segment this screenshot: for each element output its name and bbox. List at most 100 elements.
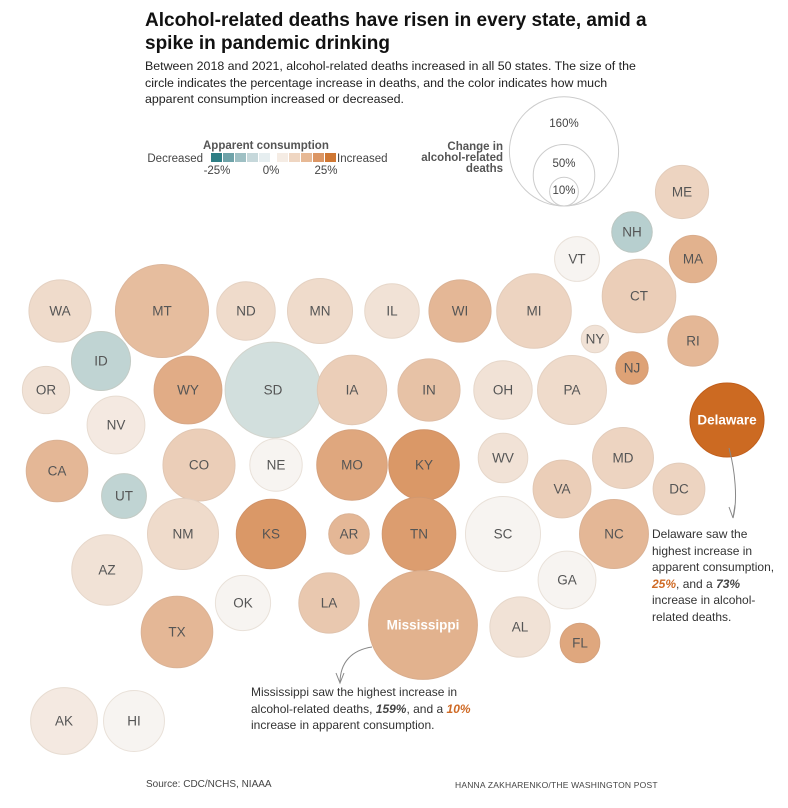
state-circle [654, 164, 710, 220]
color-legend-swatch [325, 153, 336, 162]
color-legend-swatch [259, 153, 270, 162]
state-circle [214, 574, 272, 632]
state-bubble-nh[interactable]: NH [611, 211, 653, 253]
state-label: CT [630, 289, 648, 304]
state-bubble-fl[interactable]: FL [559, 622, 601, 664]
state-bubble-nm[interactable]: NM [146, 497, 220, 571]
state-circle [249, 438, 303, 492]
state-bubble-oh[interactable]: OH [473, 360, 533, 420]
state-bubble-vt[interactable]: VT [554, 236, 600, 282]
state-bubble-ri[interactable]: RI [667, 315, 719, 367]
size-legend-title-2: alcohol-related [421, 152, 503, 164]
state-circle [316, 354, 388, 426]
state-bubble-ut[interactable]: UT [101, 473, 147, 519]
state-bubble-ga[interactable]: GA [537, 550, 597, 610]
state-bubble-ca[interactable]: CA [25, 439, 89, 503]
state-label: IL [386, 304, 398, 319]
state-label: NE [267, 458, 286, 473]
delaware-annotation-consumption: 25% [652, 576, 677, 591]
state-circle [103, 690, 165, 752]
color-legend-increased: Increased [337, 153, 388, 165]
state-circle [21, 365, 71, 415]
state-bubble-ok[interactable]: OK [214, 574, 272, 632]
state-bubble-mo[interactable]: MO [316, 429, 388, 501]
state-bubble-nj[interactable]: NJ [615, 351, 649, 385]
state-circle [668, 234, 718, 284]
state-bubble-nd[interactable]: ND [216, 281, 276, 341]
delaware-annotation-deaths: 73% [716, 576, 741, 591]
state-label: NM [173, 527, 194, 542]
state-bubble-id[interactable]: ID [70, 330, 132, 392]
state-bubble-wa[interactable]: WA [28, 279, 92, 343]
state-circle [146, 497, 220, 571]
color-legend-decreased: Decreased [147, 153, 203, 165]
size-legend-title-3: deaths [466, 163, 503, 175]
state-bubble-sd[interactable]: SD [224, 341, 322, 439]
state-circle [235, 498, 307, 570]
state-circle [286, 277, 354, 345]
delaware-annotation-post: increase in alcohol-related deaths. [652, 593, 756, 624]
state-bubble-dc[interactable]: DC [652, 462, 706, 516]
state-bubble-tx[interactable]: TX [140, 595, 214, 669]
state-bubble-de[interactable]: Delaware [689, 382, 765, 458]
state-bubble-wi[interactable]: WI [428, 279, 492, 343]
state-bubble-va[interactable]: VA [532, 459, 592, 519]
state-label: ND [236, 304, 256, 319]
state-label: ID [94, 354, 108, 369]
state-bubble-nc[interactable]: NC [579, 499, 649, 569]
size-legend-circle [549, 176, 579, 207]
chart-title: Alcohol-related deaths have risen in eve… [145, 10, 647, 54]
state-bubble-ne[interactable]: NE [249, 438, 303, 492]
state-bubble-wv[interactable]: WV [477, 432, 529, 484]
mississippi-connector [339, 646, 373, 684]
state-bubble-ks[interactable]: KS [235, 498, 307, 570]
state-bubble-nv[interactable]: NV [86, 395, 146, 455]
state-bubble-ms[interactable]: Mississippi [368, 570, 478, 680]
state-bubble-al[interactable]: AL [489, 596, 551, 658]
state-circle [397, 358, 461, 422]
state-bubble-mt[interactable]: MT [114, 263, 210, 359]
state-circle [579, 499, 649, 569]
color-legend-swatch [223, 153, 234, 162]
state-bubble-tn[interactable]: TN [381, 496, 457, 572]
state-bubble-pa[interactable]: PA [537, 355, 607, 425]
state-bubble-la[interactable]: LA [298, 572, 360, 634]
state-circle [86, 395, 146, 455]
state-circle [101, 473, 147, 519]
state-bubble-me[interactable]: ME [654, 164, 710, 220]
delaware-annotation-pre: Delaware saw the highest increase in app… [652, 527, 775, 574]
state-bubble-mn[interactable]: MN [286, 277, 354, 345]
chart-subtitle: Between 2018 and 2021, alcohol-related d… [145, 59, 636, 106]
state-circle [71, 534, 143, 606]
state-bubble-or[interactable]: OR [21, 365, 71, 415]
color-legend-title: Apparent consumption [203, 140, 329, 152]
state-bubble-ky[interactable]: KY [388, 429, 460, 501]
state-bubble-ia[interactable]: IA [316, 354, 388, 426]
state-circle [298, 572, 360, 634]
state-circle [316, 429, 388, 501]
state-circle [496, 273, 572, 349]
state-bubble-md[interactable]: MD [592, 427, 654, 489]
state-bubble-az[interactable]: AZ [71, 534, 143, 606]
state-bubble-ar[interactable]: AR [328, 513, 370, 555]
state-bubble-ny[interactable]: NY [580, 324, 610, 354]
mississippi-annotation: Mississippi saw the highest increase in … [251, 684, 481, 734]
state-bubble-mi[interactable]: MI [496, 273, 572, 349]
state-label: UT [115, 489, 133, 504]
color-legend-swatch [313, 153, 324, 162]
state-bubble-il[interactable]: IL [364, 283, 420, 339]
state-bubble-wy[interactable]: WY [153, 355, 223, 425]
state-bubble-hi[interactable]: HI [103, 690, 165, 752]
state-label: AR [340, 527, 359, 542]
state-bubble-in[interactable]: IN [397, 358, 461, 422]
color-legend-swatch [211, 153, 222, 162]
state-bubble-ma[interactable]: MA [668, 234, 718, 284]
state-label: TN [410, 527, 428, 542]
state-label: CO [189, 458, 209, 473]
delaware-annotation: Delaware saw the highest increase in app… [652, 526, 782, 625]
state-bubble-co[interactable]: CO [162, 428, 236, 502]
state-bubble-sc[interactable]: SC [464, 495, 542, 573]
state-bubble-ak[interactable]: AK [30, 687, 98, 755]
state-bubble-ct[interactable]: CT [601, 258, 677, 334]
state-label: TX [168, 625, 185, 640]
